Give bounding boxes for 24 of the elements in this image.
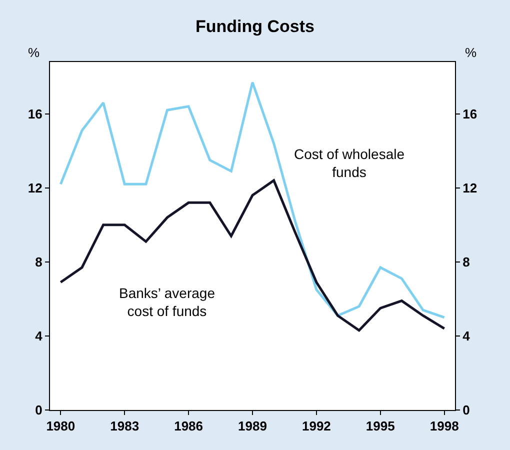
y2-tick-label: 8	[462, 254, 470, 270]
x-tick-label: 1989	[238, 418, 267, 434]
x-tick-label: 1995	[366, 418, 395, 434]
y2-axis-title: %	[465, 45, 477, 60]
y-tick-label: 4	[35, 328, 44, 344]
y-tick-label: 12	[28, 180, 42, 196]
text: Banks’ average cost of funds	[119, 285, 216, 320]
y2-tick-label: 0	[462, 402, 470, 418]
series-label: Cost of wholesale funds	[294, 146, 405, 180]
x-tick-label: 1980	[46, 418, 76, 434]
x-tick-label: 1986	[174, 418, 204, 434]
y-axis-title: %	[28, 45, 40, 60]
chart-title: Funding Costs	[196, 17, 314, 36]
line-series	[59, 179, 446, 332]
y2-tick-label: 12	[462, 180, 478, 196]
y2-tick-label: 16	[462, 106, 478, 122]
y2-tick-label: 4	[462, 328, 471, 344]
y-tick-label: 8	[35, 254, 42, 270]
y-tick-label: 0	[35, 402, 42, 418]
line-series	[59, 81, 446, 319]
x-tick-label: 1992	[302, 418, 331, 434]
x-tick-label: 1998	[430, 418, 459, 434]
y-tick-label: 16	[28, 106, 42, 122]
x-tick-label: 1983	[110, 418, 140, 434]
